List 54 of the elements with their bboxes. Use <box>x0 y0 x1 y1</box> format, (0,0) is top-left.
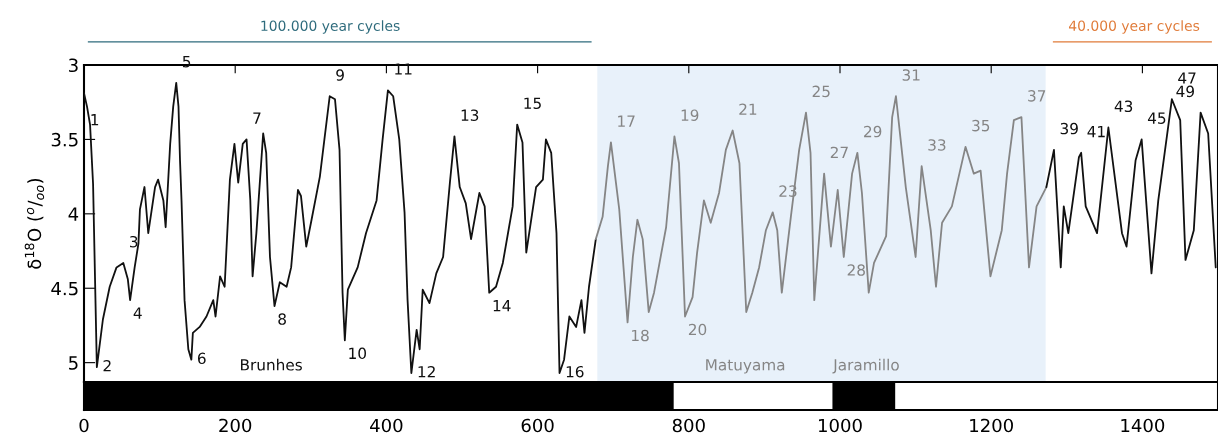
annotation: 21 <box>739 103 757 115</box>
annotation: 8 <box>278 313 286 325</box>
annotation: 47 <box>1178 72 1196 84</box>
annotation: 13 <box>461 109 479 121</box>
annotation: 9 <box>336 69 344 81</box>
annotation: 14 <box>493 300 511 312</box>
annotation: 2 <box>103 359 111 372</box>
annotation: 37 <box>1028 90 1046 102</box>
annotation: 19 <box>681 109 699 121</box>
x-tick-label: 0 <box>79 418 89 433</box>
annotation: 45 <box>1147 112 1166 124</box>
annotation: 15 <box>524 97 541 110</box>
y-tick-label: 3.5 <box>51 132 78 147</box>
text: 40.000 year cycles <box>1068 20 1200 34</box>
x-tick-label: 400 <box>370 418 403 433</box>
annotation: 31 <box>902 69 920 81</box>
x-tick-label: 1400 <box>1121 418 1165 433</box>
annotation: 39 <box>1060 122 1078 135</box>
y-tick-label: 4.5 <box>51 281 78 296</box>
annotation: 43 <box>1114 100 1133 113</box>
annotation: Matuyama <box>706 359 785 374</box>
x-tick-label: 600 <box>521 418 554 433</box>
annotation: 11 <box>395 63 412 75</box>
annotation: Brunhes <box>241 358 302 371</box>
y-tick-label: 4 <box>68 207 79 221</box>
annotation: 29 <box>864 125 882 138</box>
x-tick-label: 1200 <box>970 418 1013 433</box>
annotation: 33 <box>928 139 946 151</box>
annotation: 27 <box>830 146 848 158</box>
line-series <box>1045 98 1217 275</box>
annotation: 6 <box>197 352 206 365</box>
annotation: Jaramillo <box>832 358 899 374</box>
annotation: 12 <box>418 365 435 378</box>
annotation: 28 <box>847 264 865 276</box>
x-tick-label: 200 <box>219 418 252 433</box>
text: 100.000 year cycles <box>261 20 400 34</box>
annotation: 25 <box>812 85 830 98</box>
y-tick-label: 5 <box>69 356 78 370</box>
x-tick-label: 1000 <box>819 418 862 433</box>
annotation: 17 <box>618 115 635 127</box>
y-tick-label: 3 <box>69 58 78 73</box>
annotation: 35 <box>972 119 990 132</box>
annotation: 20 <box>688 323 707 336</box>
annotation: 16 <box>566 365 584 378</box>
annotation: 7 <box>253 112 261 124</box>
annotation: 18 <box>632 329 649 342</box>
annotation: 3 <box>130 235 138 248</box>
x-tick-label: 800 <box>672 418 705 433</box>
annotation: 41 <box>1087 125 1105 138</box>
annotation: 49 <box>1176 85 1194 98</box>
annotation: 10 <box>349 347 367 360</box>
y-axis-title: δ$^{18}$O ($^{o}$/$_{oo}$) <box>24 178 45 269</box>
annotation: 1 <box>91 114 99 126</box>
annotation: 4 <box>133 307 142 319</box>
